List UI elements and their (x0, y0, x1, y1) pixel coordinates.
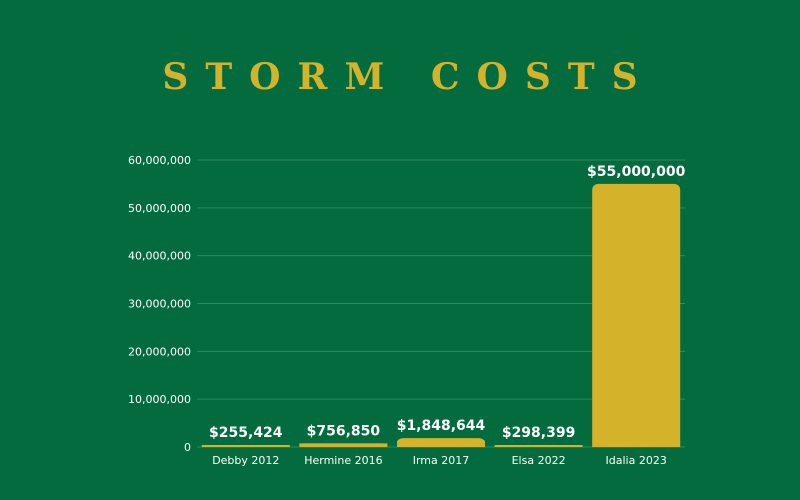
x-tick-label: Elsa 2022 (512, 454, 566, 467)
y-axis-ticks: 0 10,000,000 20,000,000 30,000,000 40,000,00… (128, 154, 191, 454)
x-tick-label: Hermine 2016 (304, 454, 382, 467)
data-label: $55,000,000 (587, 164, 686, 180)
data-label: $255,424 (209, 425, 283, 441)
bar-base (397, 441, 485, 447)
y-tick-label: 40,000,000 (128, 250, 191, 263)
x-axis-labels: Debby 2012 Hermine 2016 Irma 2017 Elsa 2022… (212, 454, 667, 467)
y-tick-label: 30,000,000 (128, 298, 191, 311)
y-tick-label: 20,000,000 (128, 345, 191, 358)
bars (201, 183, 681, 447)
bar-base (201, 445, 290, 447)
bar-base (494, 445, 583, 447)
y-tick-label: 10,000,000 (128, 393, 191, 406)
data-labels: $255,424 $756,850 $1,848,644 $298,399 $55,00… (209, 164, 686, 441)
bar-base (299, 443, 388, 447)
data-label: $756,850 (307, 423, 381, 439)
y-tick-label: 0 (184, 441, 191, 454)
bar-base (592, 441, 681, 447)
data-label: $1,848,644 (397, 418, 486, 434)
chart-title: STORM COSTS (162, 56, 655, 98)
y-tick-label: 50,000,000 (128, 202, 191, 215)
x-tick-label: Idalia 2023 (606, 454, 667, 467)
x-tick-label: Debby 2012 (212, 454, 279, 467)
y-tick-label: 60,000,000 (128, 154, 191, 167)
data-label: $298,399 (502, 425, 576, 441)
x-tick-label: Irma 2017 (413, 454, 470, 467)
bar (592, 183, 681, 447)
